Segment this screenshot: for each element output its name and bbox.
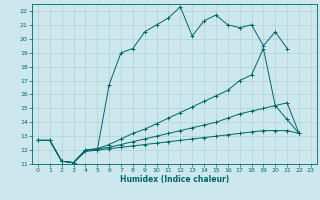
- X-axis label: Humidex (Indice chaleur): Humidex (Indice chaleur): [120, 175, 229, 184]
